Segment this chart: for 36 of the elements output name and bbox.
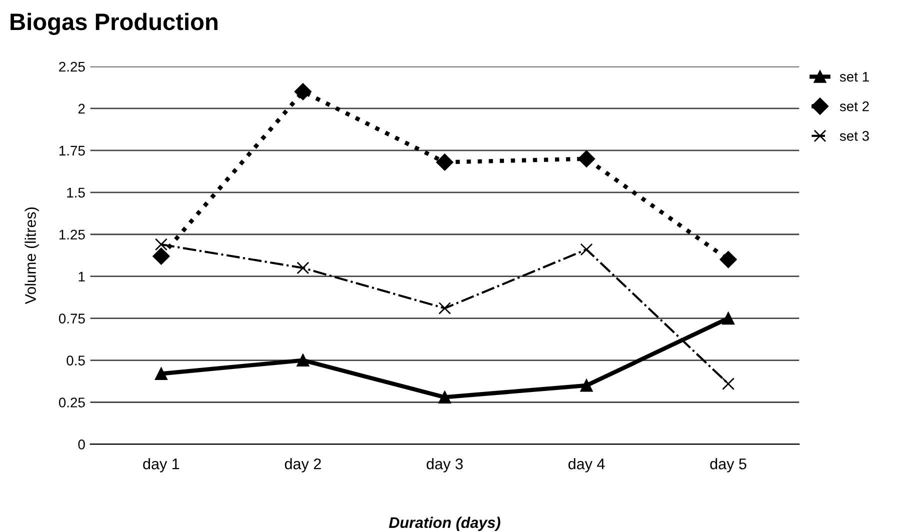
point — [722, 312, 735, 325]
point — [154, 367, 168, 380]
point — [296, 354, 310, 367]
y-tick-label: 0 — [78, 440, 85, 450]
point — [154, 238, 168, 251]
point — [438, 390, 451, 404]
y-tick-label: 2.25 — [59, 62, 85, 72]
point — [294, 83, 312, 100]
point — [438, 302, 451, 314]
chart-title: Biogas Production — [10, 12, 218, 35]
y-axis-title: Volume (litres) — [24, 207, 39, 304]
point — [578, 150, 596, 168]
y-tick-label: 1.25 — [59, 230, 85, 240]
y-tick-label: 1.75 — [59, 146, 85, 156]
x-tick-label: day 5 — [710, 458, 746, 472]
legend-label: set 2 — [840, 101, 869, 112]
point — [296, 262, 310, 274]
x-tick-label: day 1 — [143, 458, 180, 472]
point — [580, 379, 593, 392]
legend-label: set 1 — [840, 72, 869, 82]
point — [720, 251, 737, 268]
y-tick-label: 1.5 — [67, 188, 85, 198]
point — [580, 243, 593, 256]
x-axis-title: Duration (days) — [388, 516, 500, 532]
point — [152, 248, 170, 265]
y-tick-label: 1 — [78, 272, 85, 282]
y-tick-label: 2 — [78, 104, 85, 114]
x-tick-label: day 3 — [426, 458, 463, 472]
y-tick-label: 0.75 — [58, 314, 85, 324]
y-tick-label: 0.5 — [66, 356, 85, 366]
y-tick-label: 0.25 — [58, 398, 85, 408]
x-tick-label: day 2 — [284, 458, 321, 472]
legend-label: set 3 — [840, 131, 869, 141]
point — [436, 154, 454, 171]
point — [722, 378, 735, 390]
x-tick-label: day 4 — [568, 458, 605, 472]
